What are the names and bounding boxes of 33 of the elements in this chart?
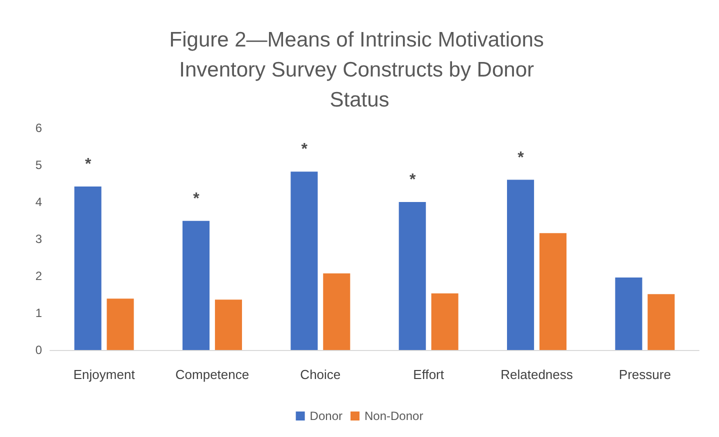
y-tick-label: 5 [35, 158, 42, 172]
y-tick-label: 1 [35, 306, 42, 320]
annotation: * [84, 156, 92, 173]
bar [398, 202, 426, 350]
bar [214, 300, 242, 350]
bar [507, 180, 534, 350]
annotation: * [518, 149, 525, 166]
x-tick-label: Effort [413, 367, 444, 382]
annotation: * [409, 172, 416, 188]
bar [323, 273, 350, 350]
y-tick-label: 3 [35, 232, 42, 246]
x-tick-label: Competence [175, 367, 250, 382]
chart-title: Figure 2—Means of Intrinsic Motivations Inventory Survey Constructs by Donor Status [169, 28, 550, 112]
bar [648, 294, 675, 350]
x-tick-label: Enjoyment [73, 367, 136, 382]
y-tick-label: 0 [35, 343, 42, 357]
bar [74, 186, 102, 350]
bar [539, 233, 566, 350]
legend-label: Non-Donor [364, 409, 424, 423]
x-tick-label: Pressure [618, 367, 671, 382]
bar [615, 277, 642, 350]
bar [182, 220, 210, 350]
y-tick-label: 6 [35, 121, 42, 135]
bar [106, 298, 134, 350]
y-tick-label: 2 [35, 269, 42, 283]
bar [290, 172, 318, 350]
y-tick-label: 4 [35, 195, 42, 209]
annotation: * [301, 141, 308, 158]
x-tick-label: Choice [300, 367, 341, 382]
bar [431, 293, 458, 350]
legend-label: Donor [310, 409, 342, 423]
x-tick-label: Relatedness [500, 367, 574, 382]
annotation: * [193, 190, 200, 208]
